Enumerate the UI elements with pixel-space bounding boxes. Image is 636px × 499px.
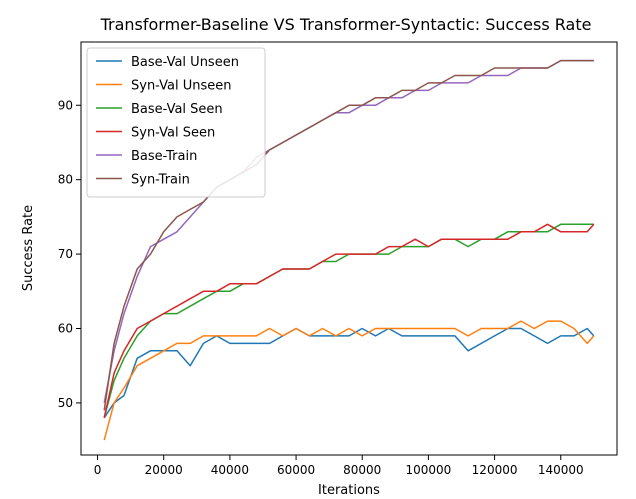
series-line-syn-val-seen — [103, 223, 595, 418]
x-tick-label: 80000 — [343, 463, 381, 477]
x-tick-label: 120000 — [472, 463, 518, 477]
legend-label: Base-Val Unseen — [131, 55, 239, 70]
x-tick-label: 40000 — [211, 463, 249, 477]
legend-label: Syn-Val Seen — [131, 126, 215, 141]
legend: Base-Val Unseen Syn-Val Unseen Base-Val Se… — [86, 47, 266, 198]
y-tick-label: 50 — [58, 396, 73, 410]
legend-label: Syn-Train — [131, 173, 190, 188]
series-line-syn-train — [103, 59, 594, 411]
series-line-base-train — [103, 59, 594, 404]
x-tick-label: 0 — [94, 463, 102, 477]
legend-box — [86, 47, 266, 198]
y-tick-label: 90 — [58, 98, 73, 112]
legend-label: Base-Train — [131, 149, 197, 164]
series-line-base-val-unseen — [103, 327, 595, 419]
x-axis-label: Iterations — [318, 483, 380, 498]
series-lines — [103, 59, 595, 441]
x-tick-label: 140000 — [538, 463, 584, 477]
y-tick-label: 60 — [58, 321, 73, 335]
series-line-syn-val-unseen — [103, 320, 595, 441]
x-tick-label: 60000 — [277, 463, 315, 477]
y-tick-label: 80 — [58, 173, 73, 187]
legend-label: Base-Val Seen — [131, 102, 223, 117]
x-tick-label: 100000 — [406, 463, 452, 477]
chart-title: Transformer-Baseline VS Transformer-Synt… — [100, 15, 592, 34]
x-axis: 0 20000 40000 60000 80000 100000 120000 140000 — [94, 455, 584, 477]
y-axis-label: Success Rate — [21, 205, 36, 291]
legend-label: Syn-Val Unseen — [131, 79, 231, 94]
x-tick-label: 20000 — [145, 463, 183, 477]
y-axis: 50 60 70 80 90 — [58, 98, 81, 410]
y-tick-label: 70 — [58, 247, 73, 261]
